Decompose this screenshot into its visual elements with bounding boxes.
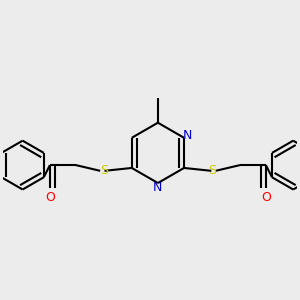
Text: S: S	[100, 164, 108, 177]
Text: N: N	[183, 129, 192, 142]
Text: N: N	[153, 181, 163, 194]
Text: S: S	[208, 164, 216, 177]
Text: O: O	[261, 191, 271, 204]
Text: O: O	[45, 191, 55, 204]
